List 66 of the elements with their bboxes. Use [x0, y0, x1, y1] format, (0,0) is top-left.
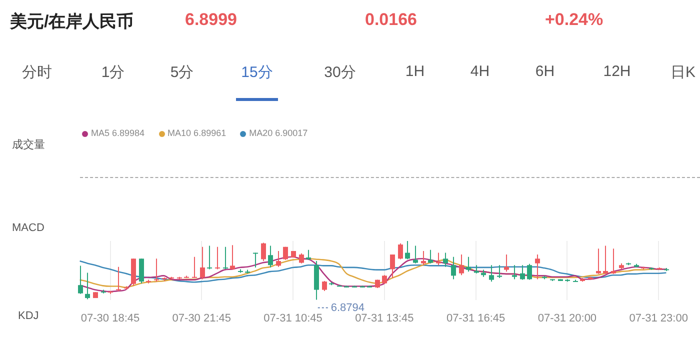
x-tick-label: 07-31 20:00 — [538, 312, 597, 324]
text: 成交量 — [12, 138, 45, 152]
text: 15分 — [241, 63, 273, 82]
text: 5分 — [170, 63, 194, 82]
candlestick — [436, 252, 441, 266]
candlestick — [253, 252, 258, 268]
text: 12H — [603, 63, 631, 80]
text: 1H — [405, 63, 425, 80]
candlestick — [512, 264, 517, 280]
text: +0.24% — [545, 10, 604, 30]
candlestick — [413, 245, 418, 264]
candlestick — [215, 246, 220, 270]
candlestick — [451, 256, 456, 280]
candlestick — [398, 242, 403, 260]
x-tick-label: 07-30 18:45 — [80, 312, 140, 324]
x-tick-label: 07-30 21:45 — [172, 312, 232, 324]
candlestick — [283, 246, 288, 260]
x-tick-label: 07-31 10:45 — [264, 312, 322, 324]
candlestick — [116, 266, 121, 292]
candlestick — [390, 254, 395, 279]
candlestick — [207, 245, 212, 270]
text: 4H — [470, 63, 490, 80]
candlestick — [230, 244, 235, 270]
candlestick — [421, 250, 426, 266]
text: MACD — [12, 222, 44, 234]
text: KDJ — [18, 310, 39, 322]
text: 6H — [535, 63, 555, 80]
text: 1分 — [101, 63, 125, 82]
candlestick — [192, 256, 197, 279]
x-tick-label: 07-31 23:00 — [629, 312, 688, 324]
candlestick — [520, 264, 525, 280]
legend-label: MA10 6.89961 — [166, 128, 226, 138]
candlestick — [443, 252, 448, 268]
chart-title: 美元/在岸人民币 — [10, 11, 134, 33]
x-tick-label: 07-31 16:45 — [446, 312, 506, 324]
legend-label: MA5 6.89984 — [90, 128, 145, 138]
candlestick — [459, 254, 464, 276]
candlestick — [85, 272, 90, 300]
candlestick — [405, 240, 410, 260]
x-tick-label: 07-31 13:45 — [355, 312, 414, 324]
candlestick — [527, 263, 532, 280]
candlestick — [322, 280, 327, 292]
candlestick — [223, 246, 228, 270]
candlestick — [154, 258, 159, 282]
text: 分时 — [22, 63, 52, 82]
candlestick — [268, 245, 273, 268]
candlestick — [497, 264, 502, 279]
text: 6.8794 — [330, 302, 365, 314]
candlestick — [78, 265, 83, 294]
legend-label: MA20 6.90017 — [248, 128, 308, 138]
text: 0.0166 — [365, 10, 417, 30]
candlestick — [504, 254, 509, 272]
candlestick — [603, 245, 608, 274]
candlestick — [276, 250, 281, 268]
candlestick — [535, 254, 540, 280]
text: 30分 — [324, 63, 356, 82]
text: 6.8999 — [185, 10, 237, 30]
text: 日K — [670, 63, 696, 82]
candlestick — [428, 249, 433, 264]
candlestick — [299, 252, 304, 264]
candlestick — [466, 256, 471, 272]
candlestick — [139, 258, 144, 284]
candlestick — [261, 242, 266, 262]
candlestick — [596, 248, 601, 274]
candlestick — [611, 248, 616, 274]
candlestick — [489, 264, 494, 282]
